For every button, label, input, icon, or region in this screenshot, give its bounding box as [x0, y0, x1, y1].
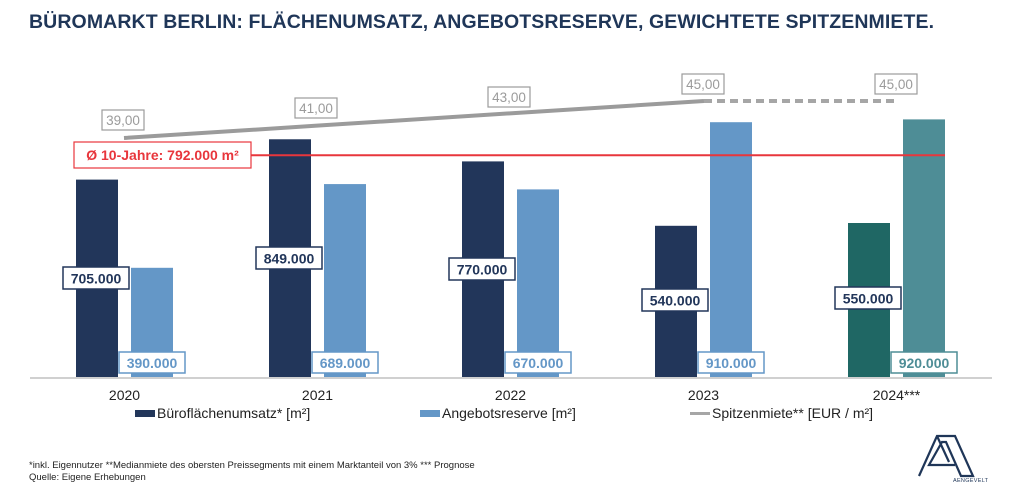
reference-label: Ø 10-Jahre: 792.000 m² — [86, 147, 239, 163]
footnote-source: Quelle: Eigene Erhebungen — [29, 472, 146, 483]
x-tick-label-3: 2023 — [688, 387, 719, 403]
angebot-label-box-0 — [118, 351, 186, 374]
umsatz-label-1: 849.000 — [264, 251, 315, 267]
angebot-label-box-1 — [311, 351, 379, 374]
x-tick-label-2: 2022 — [495, 387, 526, 403]
rent-label-box-3 — [681, 73, 725, 95]
bar-angebot-3 — [710, 122, 752, 377]
rent-line-solid — [123, 99, 705, 140]
rent-label-3: 45,00 — [686, 77, 720, 92]
umsatz-label-0: 705.000 — [71, 271, 122, 287]
umsatz-label-box-0 — [62, 266, 130, 290]
angebot-label-0: 390.000 — [127, 355, 178, 371]
umsatz-label-4: 550.000 — [843, 291, 894, 307]
bar-angebot-2 — [517, 189, 559, 377]
footnote: *inkl. Eigennutzer **Medianmiete des obe… — [29, 460, 475, 484]
rent-label-box-1 — [294, 97, 338, 119]
aengevelt-logo-icon — [917, 434, 975, 478]
x-tick-label-0: 2020 — [109, 387, 140, 403]
legend-swatch-umsatz — [135, 409, 155, 417]
umsatz-label-2: 770.000 — [457, 262, 508, 278]
rent-label-0: 39,00 — [106, 113, 140, 128]
angebot-label-4: 920.000 — [899, 355, 950, 371]
logo-text: AENGEVELT — [953, 478, 989, 484]
angebot-label-box-2 — [504, 351, 572, 374]
umsatz-label-3: 540.000 — [650, 293, 701, 309]
x-tick-label-1: 2021 — [302, 387, 333, 403]
rent-label-2: 43,00 — [492, 90, 526, 105]
legend-label-angebot: Angebotsreserve [m²] — [442, 405, 576, 421]
umsatz-label-box-3 — [641, 288, 709, 312]
umsatz-label-box-4 — [834, 286, 902, 310]
rent-label-1: 41,00 — [299, 101, 333, 116]
angebot-label-2: 670.000 — [513, 355, 564, 371]
umsatz-label-box-1 — [255, 246, 323, 270]
legend-label-umsatz: Büroflächenumsatz* [m²] — [157, 405, 311, 421]
legend-line-miete — [690, 411, 710, 415]
legend-item-umsatz: Büroflächenumsatz* [m²] — [135, 405, 310, 421]
bar-angebot-1 — [324, 184, 366, 377]
rent-label-box-2 — [487, 86, 531, 108]
bar-angebot-4 — [903, 119, 945, 378]
rent-label-4: 45,00 — [879, 77, 913, 92]
footnote-notes: *inkl. Eigennutzer **Medianmiete des obe… — [29, 460, 475, 471]
legend-item-miete: Spitzenmiete** [EUR / m²] — [690, 405, 873, 421]
angebot-label-3: 910.000 — [706, 355, 757, 371]
angebot-label-1: 689.000 — [320, 355, 371, 371]
legend-item-angebot: Angebotsreserve [m²] — [420, 405, 576, 421]
angebot-label-box-4 — [890, 351, 958, 374]
legend-label-miete: Spitzenmiete** [EUR / m²] — [712, 405, 874, 421]
rent-label-box-4 — [874, 73, 918, 95]
rent-label-box-0 — [101, 109, 145, 131]
umsatz-label-box-2 — [448, 257, 516, 281]
chart-title: BÜROMARKT BERLIN: FLÄCHENUMSATZ, ANGEBOT… — [29, 11, 935, 33]
x-tick-label-4: 2024*** — [873, 387, 921, 403]
reference-label-box — [73, 141, 252, 169]
legend-swatch-angebot — [420, 409, 440, 417]
angebot-label-box-3 — [697, 351, 765, 374]
